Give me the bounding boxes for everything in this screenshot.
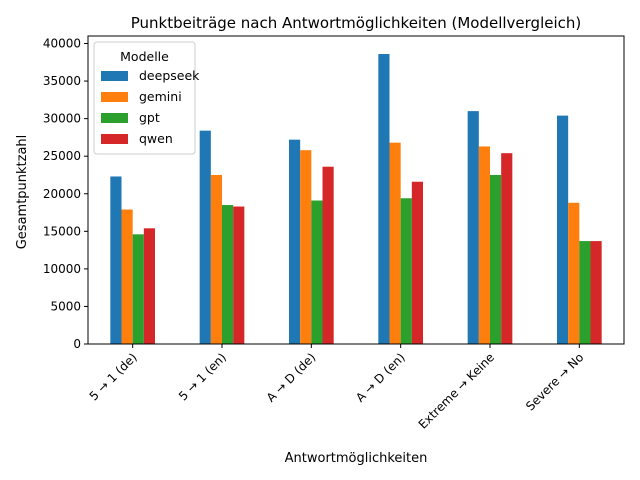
bar-gemini-1 xyxy=(210,174,222,344)
x-axis-label: Antwortmöglichkeiten xyxy=(285,451,428,466)
bar-gpt-2 xyxy=(311,200,323,344)
y-tick-label: 0 xyxy=(73,337,81,351)
y-tick-label: 15000 xyxy=(43,224,81,238)
x-tick-label: 5 → 1 (de) xyxy=(87,350,140,403)
x-tick-label: Extreme → Keine xyxy=(416,350,497,431)
x-tick-label: Severe → No xyxy=(523,350,586,413)
legend-swatch-qwen xyxy=(101,134,128,144)
bar-qwen-4 xyxy=(501,153,513,344)
bar-deepseek-3 xyxy=(378,54,390,344)
x-tick-label: A → D (de) xyxy=(264,350,319,405)
legend-swatch-deepseek xyxy=(101,71,128,81)
bar-gemini-2 xyxy=(300,150,312,344)
bar-gpt-4 xyxy=(490,174,502,344)
y-axis: 0 5000 10000 15000 20000 25000 30000 35000 40000 xyxy=(43,37,88,351)
y-tick-label: 40000 xyxy=(43,37,81,51)
bar-deepseek-1 xyxy=(199,130,211,344)
legend-box xyxy=(93,41,196,155)
y-tick-label: 25000 xyxy=(43,149,81,163)
bar-qwen-1 xyxy=(233,206,245,344)
bar-deepseek-0 xyxy=(110,176,122,344)
bar-gemini-4 xyxy=(478,146,490,344)
legend-swatch-gpt xyxy=(101,113,128,123)
chart-title: Punktbeiträge nach Antwortmöglichkeiten … xyxy=(131,14,582,32)
y-tick-label: 35000 xyxy=(43,74,81,88)
legend-title: Modelle xyxy=(120,49,169,64)
bar-deepseek-2 xyxy=(289,139,301,344)
bar-deepseek-4 xyxy=(467,111,479,345)
y-axis-label: Gesamtpunktzahl xyxy=(15,135,30,250)
legend-label-gemini: gemini xyxy=(139,89,182,104)
bar-deepseek-5 xyxy=(557,115,569,344)
bar-qwen-3 xyxy=(411,181,423,344)
legend: Modelle deepseek gemini gpt qwen xyxy=(93,41,200,155)
bar-gemini-5 xyxy=(568,202,580,344)
bar-gpt-5 xyxy=(579,241,591,344)
x-tick-label: 5 → 1 (en) xyxy=(176,350,229,403)
plot-frame xyxy=(87,35,625,345)
legend-swatch-gemini xyxy=(101,92,128,102)
x-axis: 5 → 1 (de) 5 → 1 (en) A → D (de) A → D (en)… xyxy=(87,344,586,432)
bar-qwen-0 xyxy=(143,228,155,344)
y-tick-label: 5000 xyxy=(50,299,81,313)
legend-label-gpt: gpt xyxy=(139,110,160,125)
x-tick-label: A → D (en) xyxy=(353,350,408,405)
bar-gpt-1 xyxy=(222,205,234,344)
legend-label-qwen: qwen xyxy=(139,131,173,146)
bar-qwen-2 xyxy=(322,166,334,344)
bar-qwen-5 xyxy=(590,241,602,344)
y-tick-label: 20000 xyxy=(43,187,81,201)
legend-label-deepseek: deepseek xyxy=(139,68,200,83)
bar-gemini-0 xyxy=(121,209,133,344)
bar-gpt-0 xyxy=(132,234,144,344)
y-tick-label: 30000 xyxy=(43,112,81,126)
bars-group xyxy=(110,54,602,345)
bar-gemini-3 xyxy=(389,142,401,344)
y-tick-label: 10000 xyxy=(43,262,81,276)
bar-gpt-3 xyxy=(400,198,412,344)
